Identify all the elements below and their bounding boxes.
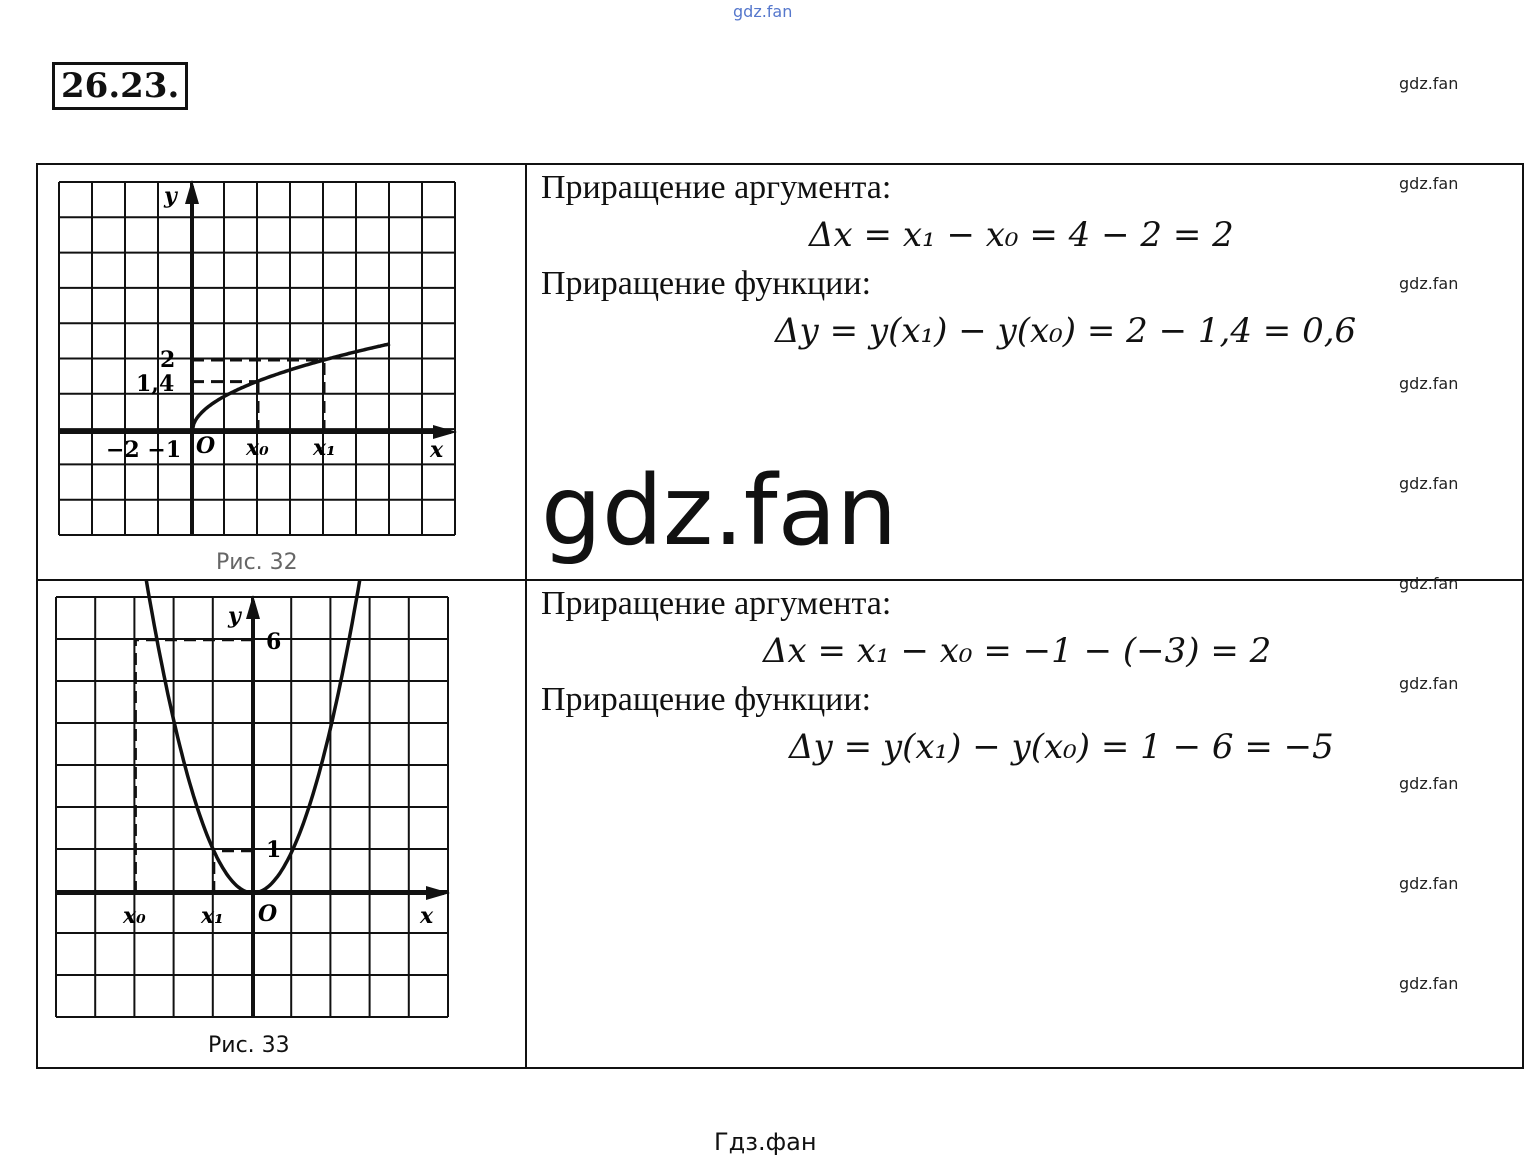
graph-parabola: y x Ox₀ x₁ 6 1 <box>55 481 450 1018</box>
y1-label: 2 <box>160 347 175 373</box>
side-watermark: gdz.fan <box>1399 874 1459 893</box>
side-watermark: gdz.fan <box>1399 274 1459 293</box>
big-watermark: gdz.fan <box>541 455 898 567</box>
side-watermark: gdz.fan <box>1399 374 1459 393</box>
problem-number: 26.23. <box>52 62 189 110</box>
x0-label: x₀ <box>245 435 269 461</box>
x-axis-arrow <box>426 886 450 900</box>
solution-table: y x O −2 −1 x₀ x₁ 1,4 2 Рис. 32 Приращение аргу… <box>36 163 1524 1069</box>
y1-label: 1 <box>266 837 281 863</box>
heading-argument: Приращение аргумента: <box>541 169 892 206</box>
side-watermark: gdz.fan <box>1399 774 1459 793</box>
x-tick-labels: −2 −1 <box>106 437 181 463</box>
formula-argument: Δx = x₁ − x₀ = 4 − 2 = 2 <box>809 215 1234 255</box>
x-axis-label: x <box>419 903 434 929</box>
heading-function: Приращение функции: <box>541 681 872 718</box>
side-watermark: gdz.fan <box>1399 74 1459 93</box>
y0-label: 1,4 <box>136 371 174 397</box>
origin-label: O <box>196 433 215 459</box>
solution-cell-1: Приращение аргумента: Δx = x₁ − x₀ = 4 −… <box>525 163 1524 581</box>
side-watermark: gdz.fan <box>1399 174 1459 193</box>
x-axis-arrow <box>433 425 457 439</box>
y-axis-arrow <box>185 180 199 204</box>
heading-function: Приращение функции: <box>541 265 872 302</box>
figure-caption: Рис. 32 <box>216 550 298 575</box>
figure-cell-1: y x O −2 −1 x₀ x₁ 1,4 2 Рис. 32 <box>36 163 527 581</box>
top-watermark: gdz.fan <box>733 2 793 21</box>
function-curve <box>128 481 370 895</box>
y0-label: 6 <box>266 629 281 655</box>
solution-cell-2: Приращение аргумента: Δx = x₁ − x₀ = −1 … <box>525 579 1524 1069</box>
x0-label: x₀ <box>122 903 146 929</box>
x1-label: x₁ <box>312 435 336 461</box>
side-watermark: gdz.fan <box>1399 574 1459 593</box>
y-axis-label: y <box>163 183 179 209</box>
figure-caption: Рис. 33 <box>208 1033 290 1058</box>
y-axis-label: y <box>227 603 243 629</box>
formula-argument: Δx = x₁ − x₀ = −1 − (−3) = 2 <box>763 631 1272 671</box>
function-curve <box>190 342 391 433</box>
side-watermark: gdz.fan <box>1399 474 1459 493</box>
x-axis-label: x <box>429 437 444 463</box>
formula-function: Δy = y(x₁) − y(x₀) = 1 − 6 = −5 <box>789 727 1334 767</box>
formula-function: Δy = y(x₁) − y(x₀) = 2 − 1,4 = 0,6 <box>775 311 1357 351</box>
y-axis-arrow <box>246 595 260 619</box>
origin-label: O <box>258 901 277 927</box>
side-watermark: gdz.fan <box>1399 974 1459 993</box>
heading-argument: Приращение аргумента: <box>541 585 892 622</box>
footer-watermark: Гдз.фан <box>714 1128 817 1156</box>
side-watermark: gdz.fan <box>1399 674 1459 693</box>
x1-label: x₁ <box>200 903 224 929</box>
graph-sqrt: y x O −2 −1 x₀ x₁ 1,42 <box>58 180 457 536</box>
